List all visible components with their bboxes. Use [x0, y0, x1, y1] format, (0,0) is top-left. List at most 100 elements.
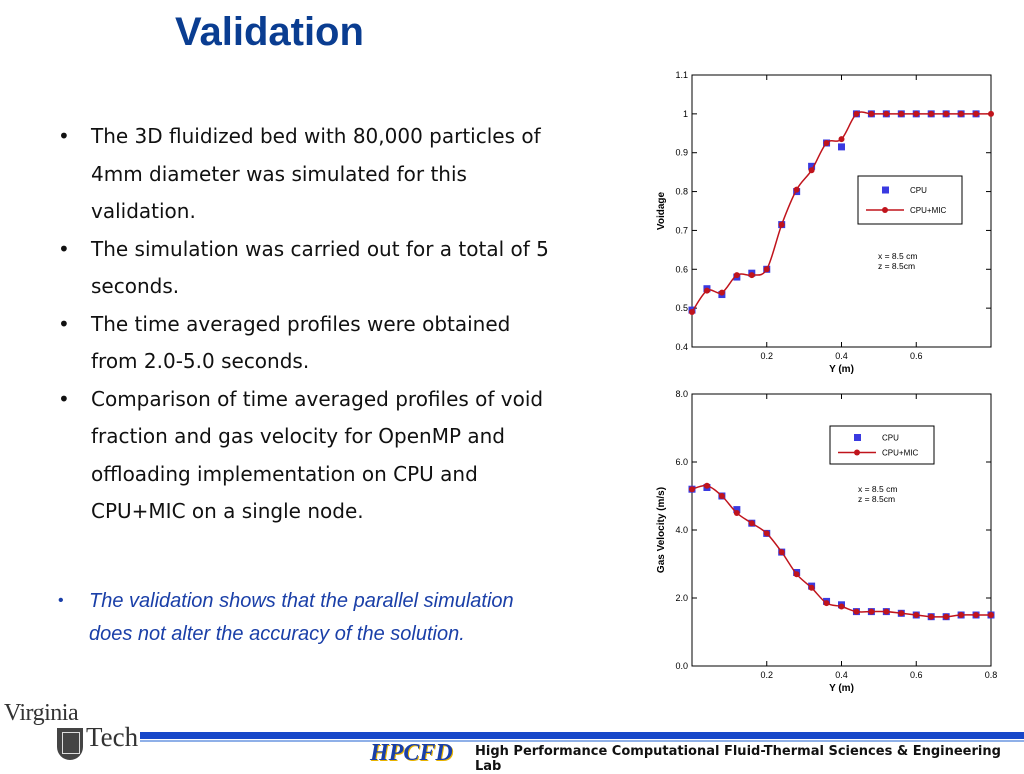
data-point-cpu-mic: [823, 600, 830, 607]
data-point-cpu-mic: [778, 549, 785, 556]
data-point-cpu-mic: [973, 110, 980, 117]
data-point-cpu-mic: [763, 530, 770, 537]
legend-marker-cpu: [854, 434, 861, 441]
y-tick-label: 0.5: [675, 303, 688, 313]
y-tick-label: 0.7: [675, 225, 688, 235]
bullet-text: Comparison of time averaged profiles of …: [91, 386, 544, 524]
chart-annotation: z = 8.5cm: [878, 261, 915, 271]
legend-label: CPU+MIC: [910, 206, 946, 215]
legend-box: [857, 175, 963, 225]
y-tick-label: 1: [683, 109, 688, 119]
bullet-list: • The 3D fluidized bed with 80,000 partic…: [54, 118, 554, 531]
y-axis-label: Gas Velocity (m/s): [656, 487, 667, 573]
data-point-cpu-mic: [868, 110, 875, 117]
bullet-dot: •: [58, 592, 64, 609]
y-tick-label: 1.1: [675, 70, 688, 80]
y-tick-label: 0.4: [675, 342, 688, 352]
hpcfd-logo-text: HPCFD: [370, 740, 453, 766]
data-point-cpu: [838, 143, 845, 151]
data-point-cpu: [808, 162, 816, 170]
conclusion-text: The validation shows that the parallel s…: [89, 590, 514, 645]
data-point-cpu-mic: [808, 584, 815, 591]
legend-label: CPU+MIC: [882, 449, 918, 458]
virginia-tech-logo: Virginia Tech: [0, 700, 140, 764]
chart-annotation: z = 8.5cm: [858, 494, 895, 504]
x-tick-label: 0.6: [910, 670, 923, 680]
data-point-cpu-mic: [958, 110, 965, 117]
data-point-cpu-mic: [718, 289, 725, 296]
data-point-cpu-mic: [943, 613, 950, 620]
hpcfd-logo: HPCFD: [370, 740, 460, 768]
data-point-cpu-mic: [689, 486, 695, 493]
y-tick-label: 0.0: [675, 661, 688, 671]
data-point-cpu-mic: [898, 610, 905, 617]
data-point-cpu-mic: [883, 110, 890, 117]
bullet-text: The 3D fluidized bed with 80,000 particl…: [91, 124, 541, 223]
y-tick-label: 4.0: [675, 525, 688, 535]
slide-title: Validation: [175, 10, 364, 54]
bullet-dot: •: [58, 386, 70, 411]
y-tick-label: 8.0: [675, 389, 688, 399]
data-point-cpu-mic: [988, 612, 994, 618]
voidage-chart: 0.4 0.5 0.6 0.7 0.8 0.9 1 1.1 0.2 0.4 0.6 Y (m) Void…: [656, 70, 994, 375]
bullet-dot: •: [58, 236, 70, 261]
y-tick-label: 6.0: [675, 457, 688, 467]
data-point-cpu: [733, 506, 741, 514]
footer-bar-accent: [140, 740, 1024, 742]
data-point-cpu-mic: [808, 167, 815, 174]
y-tick-label: 0.8: [675, 187, 688, 197]
data-point-cpu-mic: [778, 221, 785, 228]
x-axis-label: Y (m): [829, 364, 854, 375]
data-point-cpu-mic: [703, 287, 710, 294]
data-point-cpu-mic: [838, 136, 845, 143]
data-point-cpu-mic: [928, 613, 935, 620]
data-point-cpu-mic: [748, 520, 755, 527]
logo-text-tech: Tech: [86, 722, 139, 752]
data-point-cpu-mic: [988, 110, 994, 117]
legend-marker-cpu-mic: [854, 449, 860, 456]
data-point-cpu-mic: [868, 608, 875, 615]
y-tick-label: 2.0: [675, 593, 688, 603]
bullet-item: • The 3D fluidized bed with 80,000 partic…: [54, 118, 554, 231]
legend-label: CPU: [882, 434, 899, 443]
x-axis-label: Y (m): [829, 683, 854, 694]
data-point-cpu-mic: [838, 603, 845, 610]
data-point-cpu-mic: [733, 510, 740, 516]
data-point-cpu-mic: [763, 266, 770, 273]
x-tick-label: 0.6: [910, 351, 923, 361]
data-point-cpu-mic: [718, 493, 725, 499]
data-point-cpu-mic: [883, 608, 890, 615]
data-point-cpu-mic: [913, 110, 920, 117]
x-tick-label: 0.4: [835, 351, 848, 361]
conclusion-text-block: • The validation shows that the parallel…: [54, 585, 559, 650]
data-point-cpu-mic: [793, 186, 800, 193]
x-tick-label: 0.2: [760, 351, 773, 361]
data-point-cpu-mic: [898, 110, 905, 117]
bullet-dot: •: [58, 124, 70, 148]
gas-velocity-chart: 0.0 2.0 4.0 6.0 8.0 0.2 0.4 0.6 0.8 Y (m) Gas Velo…: [656, 389, 998, 694]
y-axis-label: Voidage: [656, 191, 667, 230]
data-point-cpu-mic: [928, 110, 935, 117]
x-tick-label: 0.4: [835, 670, 848, 680]
bullet-text: The simulation was carried out for a tot…: [91, 236, 549, 299]
data-point-cpu-mic: [913, 612, 920, 618]
legend-box: [829, 425, 935, 465]
footer-lab-name: High Performance Computational Fluid-The…: [475, 744, 1001, 774]
data-point-cpu-mic: [853, 608, 860, 615]
shield-icon: [57, 728, 83, 760]
chart-annotation: x = 8.5 cm: [858, 484, 897, 494]
data-point-cpu-mic: [748, 272, 755, 279]
logo-text-virginia: Virginia: [4, 700, 79, 726]
legend-label: CPU: [910, 186, 927, 195]
data-point-cpu-mic: [703, 482, 710, 489]
bullet-item: • The time averaged profiles were obtaine…: [54, 306, 554, 381]
data-point-cpu-mic: [689, 309, 695, 316]
x-tick-label: 0.8: [985, 670, 998, 680]
y-tick-label: 0.9: [675, 148, 688, 158]
footer-bar: [140, 732, 1024, 739]
data-point-cpu-mic: [943, 110, 950, 117]
bullet-dot: •: [58, 311, 70, 336]
bullet-item: • The simulation was carried out for a to…: [54, 231, 554, 306]
data-point-cpu-mic: [958, 612, 965, 618]
data-point-cpu-mic: [823, 140, 830, 146]
